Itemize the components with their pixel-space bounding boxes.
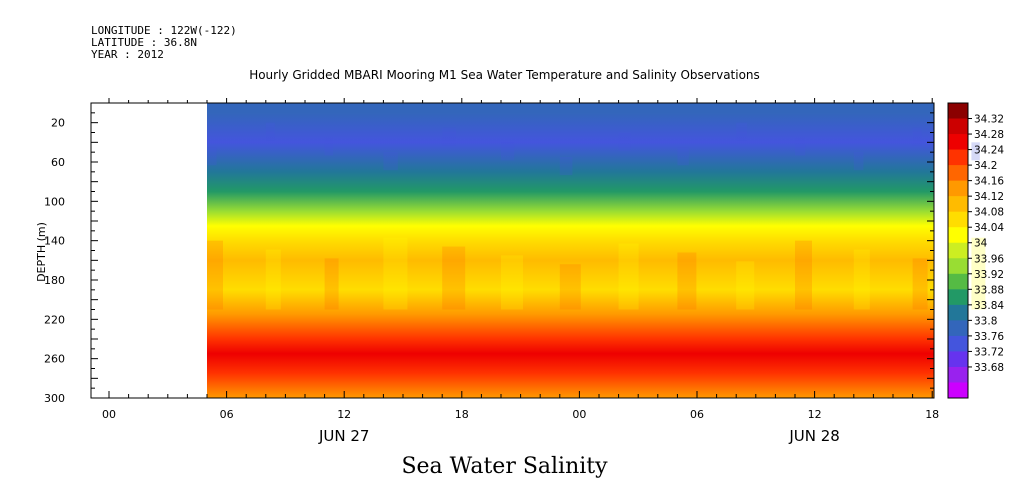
variability-stripe — [618, 243, 639, 310]
x-day-label: JUN 28 — [788, 427, 839, 445]
variability-stripe — [265, 122, 275, 141]
variability-stripe — [559, 157, 573, 176]
colorbar-label: 33.96 — [974, 253, 1004, 265]
colorbar-swatch — [948, 382, 968, 399]
colorbar-swatch — [948, 335, 968, 352]
variability-stripe — [736, 261, 755, 310]
colorbar-swatch — [948, 211, 968, 228]
variability-stripe — [383, 152, 398, 171]
variability-stripe — [912, 127, 922, 146]
field-variability — [207, 122, 986, 310]
colorbar-swatch — [948, 103, 968, 120]
x-hour-label: 00 — [572, 408, 586, 421]
missing-data-region — [109, 103, 207, 398]
colorbar-swatch — [948, 366, 968, 383]
colorbar: 34.32 34.28 34.24 34.2 34.16 34.12 34.08 34.04 3… — [947, 102, 1004, 399]
longitude-label: LONGITUDE : 122W(-122) — [91, 24, 237, 37]
variability-stripe — [677, 147, 689, 166]
y-tick-label: 60 — [51, 156, 65, 169]
variability-stripe — [207, 147, 217, 166]
colorbar-label: 33.72 — [974, 346, 1004, 358]
x-hour-label: 12 — [808, 408, 822, 421]
y-tick-label: 300 — [44, 392, 65, 405]
colorbar-label: 34.08 — [974, 207, 1004, 219]
variability-stripe — [207, 240, 223, 310]
colorbar-label: 34 — [974, 238, 988, 250]
colorbar-label: 33.8 — [974, 315, 997, 327]
colorbar-swatch — [948, 180, 968, 197]
x-hour-label: 18 — [925, 408, 939, 421]
salinity-field — [207, 103, 934, 398]
variability-stripe — [501, 142, 515, 161]
colorbar-label: 34.16 — [974, 176, 1004, 188]
colorbar-label: 34.04 — [974, 222, 1004, 234]
colorbar-swatch — [948, 273, 968, 290]
variability-stripe — [559, 264, 581, 310]
x-hour-label: 00 — [102, 408, 116, 421]
variability-stripe — [853, 249, 870, 310]
variability-stripe — [501, 255, 523, 310]
colorbar-label: 33.92 — [974, 269, 1004, 281]
variability-stripe — [677, 252, 697, 310]
variability-stripe — [912, 258, 928, 310]
variability-stripe — [795, 240, 812, 310]
colorbar-swatch — [948, 320, 968, 337]
variability-stripe — [442, 246, 466, 310]
colorbar-swatch — [948, 304, 968, 321]
colorbar-label: 33.84 — [974, 300, 1004, 312]
colorbar-swatch — [948, 258, 968, 275]
x-hour-label: 06 — [690, 408, 704, 421]
variability-stripe — [971, 237, 986, 310]
colorbar-frame — [947, 102, 969, 399]
colorbar-label: 34.32 — [974, 114, 1004, 126]
y-tick-label: 180 — [44, 274, 65, 287]
colorbar-swatch — [948, 227, 968, 244]
colorbar-swatch — [948, 165, 968, 182]
colorbar-swatch — [948, 196, 968, 213]
year-label: YEAR : 2012 — [91, 48, 164, 61]
colorbar-label: 33.88 — [974, 284, 1004, 296]
chart-title: Hourly Gridded MBARI Mooring M1 Sea Wate… — [249, 68, 760, 82]
colorbar-label: 34.12 — [974, 191, 1004, 203]
x-hour-label: 18 — [455, 408, 469, 421]
x-hour-label: 06 — [220, 408, 234, 421]
variability-stripe — [971, 142, 980, 161]
colorbar-label: 34.28 — [974, 129, 1004, 141]
y-tick-label: 220 — [44, 313, 65, 326]
variability-stripe — [736, 122, 747, 141]
footer-title: Sea Water Salinity — [401, 454, 608, 479]
variability-stripe — [324, 137, 333, 156]
plot-area — [109, 103, 986, 398]
y-tick-label: 260 — [44, 353, 65, 366]
variability-stripe — [795, 137, 806, 156]
y-axis-label: DEPTH (m) — [35, 222, 48, 282]
colorbar-swatch — [948, 242, 968, 259]
colorbar-swatch — [948, 149, 968, 166]
x-day-label: JUN 27 — [318, 427, 369, 445]
variability-stripe — [442, 127, 456, 146]
colorbar-swatch — [948, 118, 968, 135]
variability-stripe — [383, 237, 408, 310]
variability-stripe — [618, 132, 631, 151]
y-tick-label: 100 — [44, 195, 65, 208]
variability-stripe — [265, 249, 281, 310]
colorbar-label: 33.68 — [974, 362, 1004, 374]
variability-stripe — [324, 258, 339, 310]
y-tick-label: 20 — [51, 117, 65, 130]
colorbar-swatch — [948, 289, 968, 306]
colorbar-swatch — [948, 134, 968, 151]
latitude-label: LATITUDE : 36.8N — [91, 36, 197, 49]
y-tick-label: 140 — [44, 235, 65, 248]
x-hour-label: 12 — [337, 408, 351, 421]
colorbar-label: 34.2 — [974, 160, 997, 172]
variability-stripe — [853, 152, 864, 171]
colorbar-label: 34.24 — [974, 145, 1004, 157]
colorbar-swatch — [948, 351, 968, 368]
colorbar-label: 33.76 — [974, 331, 1004, 343]
axes: 20 60 100 140 180 220 260 300 00 06 12 18 00 06 12 18 JU… — [44, 98, 939, 445]
